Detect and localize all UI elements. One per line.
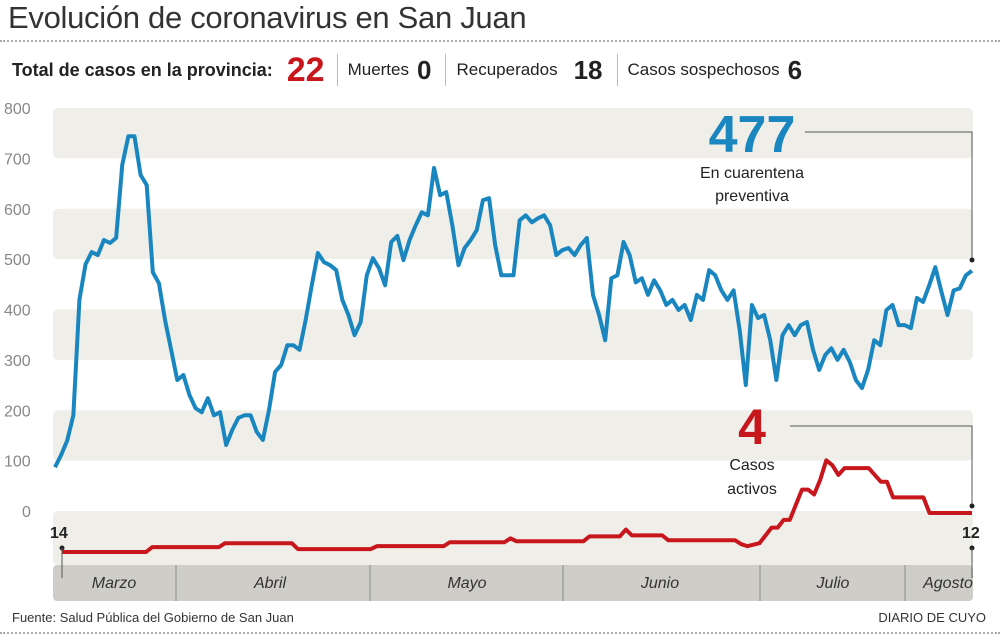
- active-end-dot: [969, 503, 975, 509]
- recovered-label: Recuperados: [456, 60, 558, 79]
- y-tick-label: 400: [4, 303, 31, 320]
- quarantine-label: preventiva: [715, 188, 789, 205]
- stats-bar: Total de casos en la provincia: 22 Muert…: [12, 50, 816, 89]
- active-cases-label: activos: [727, 481, 777, 498]
- quarantine-value: 477: [709, 106, 796, 164]
- y-tick-label: 100: [4, 454, 31, 471]
- deaths-value: 0: [417, 54, 432, 85]
- start-day-label: 14: [50, 525, 68, 542]
- y-tick-label: 200: [4, 403, 31, 420]
- quarantine-line: [53, 134, 974, 469]
- brand-logo: DIARIO DE CUYO: [878, 610, 986, 625]
- total-label: Total de casos en la provincia:: [12, 59, 273, 80]
- grid-band: [53, 108, 973, 159]
- divider: [0, 40, 1000, 42]
- suspected-label: Casos sospechosos: [627, 60, 780, 79]
- source-note: Fuente: Salud Pública del Gobierno de Sa…: [12, 610, 294, 625]
- month-label: Abril: [253, 575, 286, 592]
- grid-band: [53, 208, 973, 260]
- recovered-value: 18: [573, 54, 603, 85]
- y-tick-label: 0: [22, 504, 31, 521]
- month-bar: [53, 565, 973, 601]
- month-label: Agosto: [922, 575, 973, 592]
- y-tick-label: 600: [4, 202, 31, 219]
- month-label: Julio: [816, 575, 850, 592]
- y-tick-label: 500: [4, 252, 31, 269]
- separator: [445, 54, 447, 86]
- active-cases-label: Casos: [729, 457, 774, 474]
- separator: [336, 54, 338, 86]
- active-cases-line: [62, 458, 972, 554]
- active-cases-leader: [790, 425, 973, 506]
- suspected-value: 6: [787, 54, 803, 85]
- quarantine-label: En cuarentena: [700, 165, 804, 182]
- separator: [616, 54, 618, 86]
- page-title: Evolución de coronavirus en San Juan: [8, 0, 527, 35]
- month-label: Mayo: [447, 575, 486, 592]
- quarantine-end-dot: [969, 257, 975, 263]
- grid-band: [53, 410, 973, 461]
- divider: [0, 632, 1000, 634]
- deaths-label: Muertes: [347, 60, 409, 79]
- quarantine-leader: [805, 131, 973, 260]
- y-tick-label: 300: [4, 353, 31, 370]
- y-tick-label: 800: [4, 101, 31, 118]
- total-value: 22: [286, 50, 325, 89]
- active-cases-value: 4: [738, 399, 766, 455]
- month-label: Marzo: [92, 575, 137, 592]
- month-label: Junio: [640, 575, 679, 592]
- y-tick-label: 700: [4, 151, 31, 168]
- end-day-label: 12: [962, 525, 980, 542]
